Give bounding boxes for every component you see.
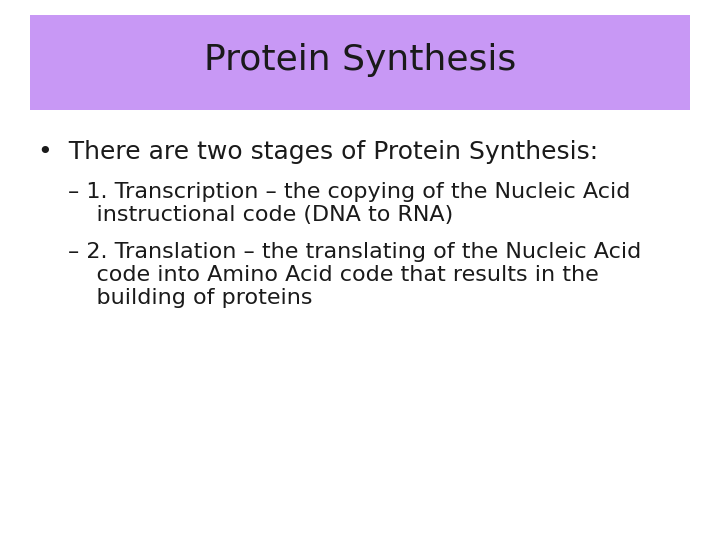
Text: code into Amino Acid code that results in the: code into Amino Acid code that results i… [68,265,599,285]
Text: •  There are two stages of Protein Synthesis:: • There are two stages of Protein Synthe… [38,140,598,164]
Text: – 2. Translation – the translating of the Nucleic Acid: – 2. Translation – the translating of th… [68,242,642,262]
Text: – 1. Transcription – the copying of the Nucleic Acid: – 1. Transcription – the copying of the … [68,182,631,202]
Text: Protein Synthesis: Protein Synthesis [204,43,516,77]
Text: instructional code (DNA to RNA): instructional code (DNA to RNA) [68,205,454,225]
Bar [30,15,690,110]
Text: building of proteins: building of proteins [68,288,312,308]
